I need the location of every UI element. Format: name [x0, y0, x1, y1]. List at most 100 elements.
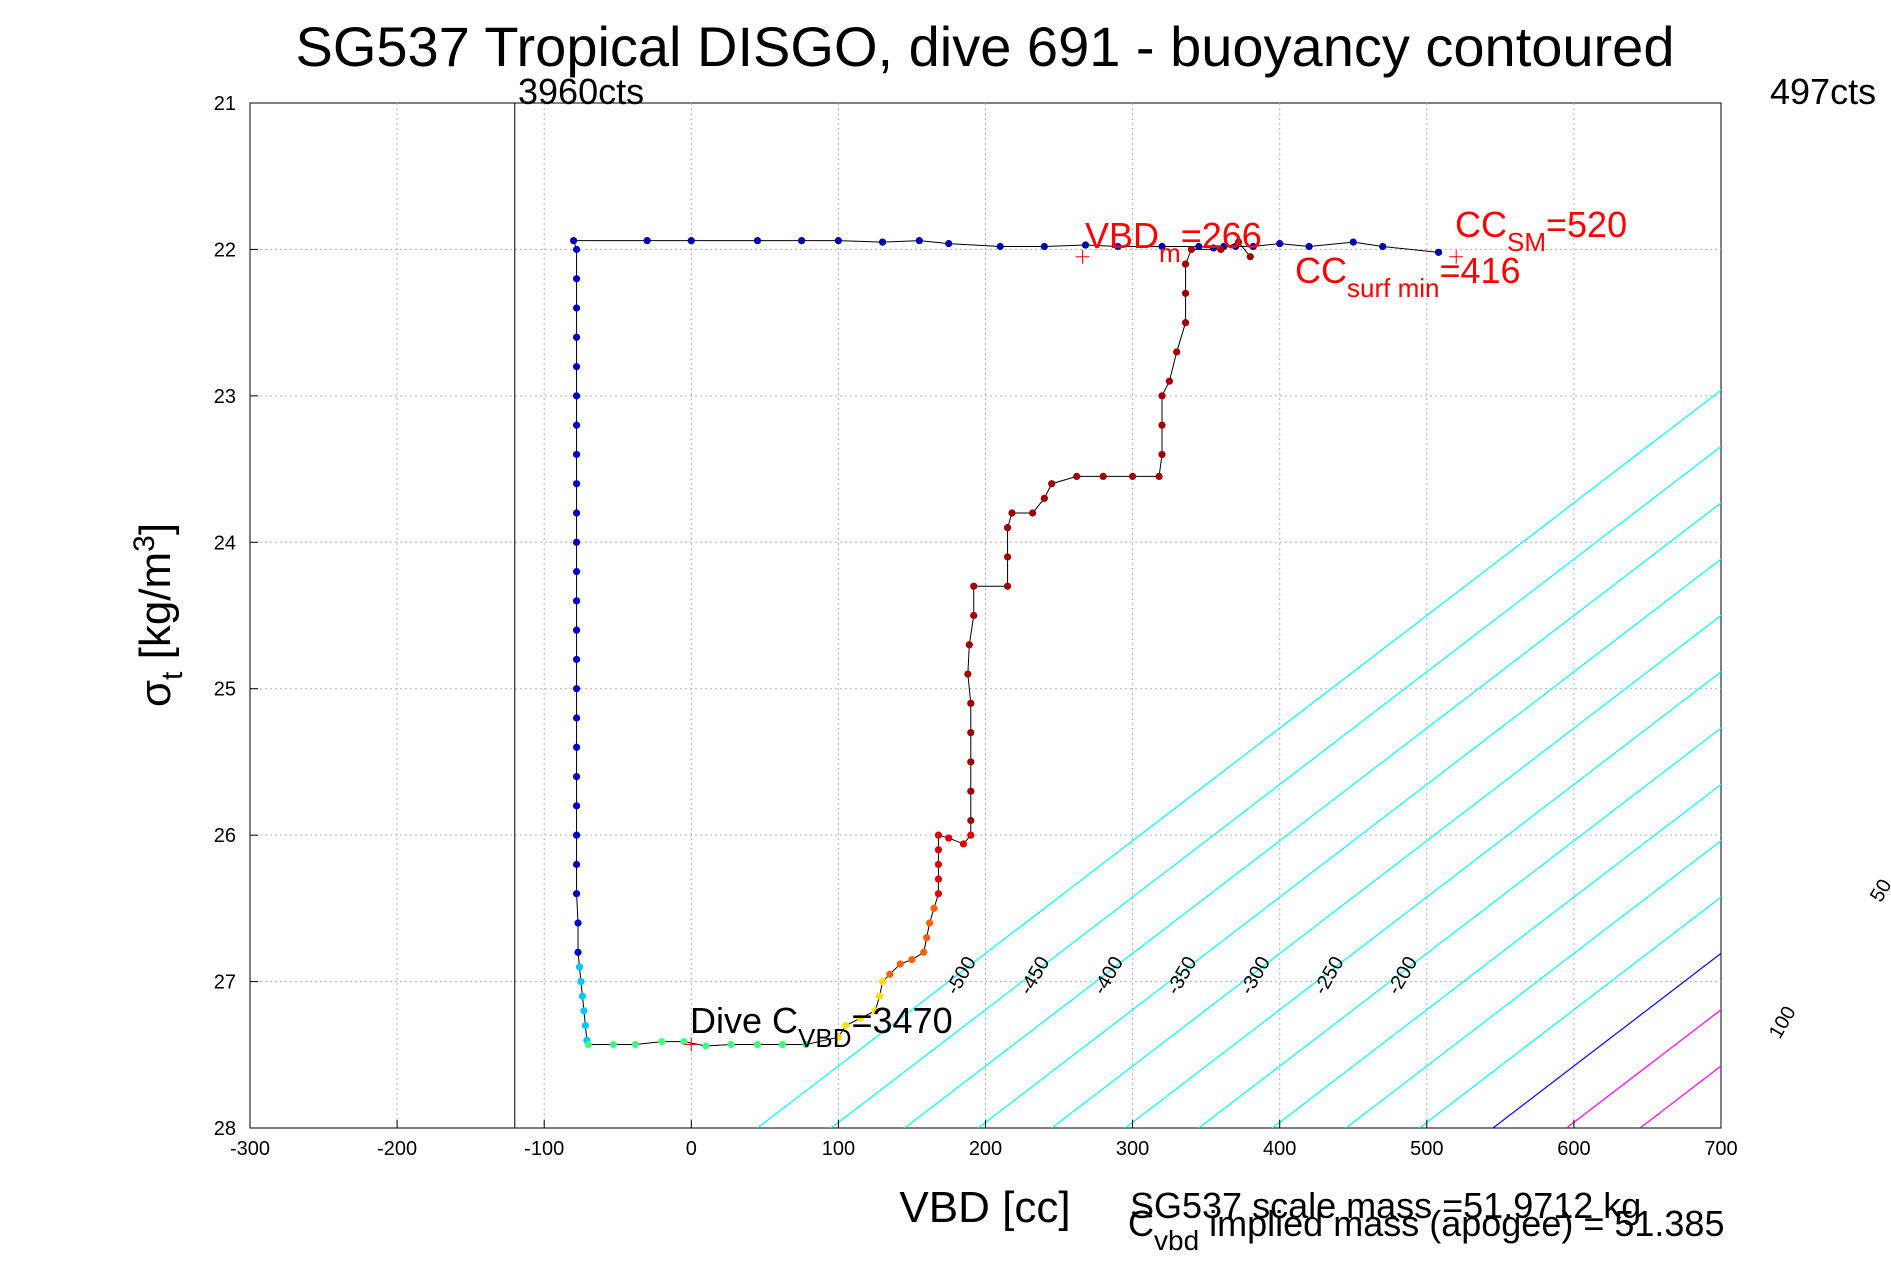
data-point: [680, 1038, 688, 1046]
x-axis-label: VBD [cc]: [899, 1183, 1070, 1232]
data-point: [871, 1007, 879, 1015]
data-point: [1276, 239, 1284, 248]
data-point: [702, 1042, 710, 1050]
data-point: [967, 729, 975, 737]
data-point: [1195, 242, 1203, 251]
data-point: [934, 890, 943, 898]
grid-lines: [250, 103, 1721, 1128]
data-point: [967, 787, 975, 795]
data-point: [1217, 245, 1225, 254]
data-point: [572, 597, 581, 605]
ccsm-annotation: CCSM=520: [1455, 204, 1627, 257]
contour-line: [1419, 896, 1721, 1128]
data-point: [967, 699, 975, 707]
data-point: [1165, 377, 1173, 385]
data-point: [1305, 242, 1313, 251]
data-point: [964, 670, 972, 678]
x-tick-label: 400: [1263, 1138, 1296, 1160]
data-point: [1181, 289, 1190, 297]
data-point: [572, 538, 581, 546]
data-point: [934, 875, 943, 883]
data-point: [896, 960, 904, 968]
x-tick-labels: -300 -200 -100 0 100 200 300 400 500 600 700: [230, 1120, 1738, 1160]
data-point: [923, 934, 931, 942]
data-point: [1003, 524, 1012, 532]
ccsurf-annotation: CCsurf min=416: [1295, 250, 1521, 303]
contour-line: [830, 445, 1721, 1128]
data-point: [965, 641, 973, 649]
data-point: [1158, 421, 1166, 429]
x-tick-label: 100: [822, 1138, 855, 1160]
data-point: [930, 904, 938, 912]
data-point: [753, 1040, 762, 1049]
data-point: [1040, 242, 1048, 251]
data-point: [1003, 582, 1012, 590]
y-tick-label: 25: [214, 679, 236, 701]
data-point: [1181, 260, 1190, 268]
chart-title: SG537 Tropical DISGO, dive 691 - buoyanc…: [296, 15, 1675, 78]
data-point: [920, 948, 928, 956]
data-points: [570, 237, 1443, 1050]
y-tick-label: 21: [214, 93, 236, 115]
data-point: [643, 237, 651, 245]
data-point: [1158, 242, 1166, 251]
data-point: [842, 1021, 850, 1030]
contour-line: [1345, 840, 1721, 1128]
reference-markers: [684, 249, 1464, 1052]
data-point: [574, 948, 582, 956]
data-point: [575, 963, 584, 971]
data-point: [908, 956, 916, 964]
y-tick-label: 28: [214, 1118, 236, 1140]
data-point: [572, 714, 581, 722]
x-tick-label: 0: [686, 1138, 697, 1160]
data-point: [967, 758, 975, 766]
data-point: [572, 304, 581, 312]
data-point: [1158, 450, 1166, 459]
data-point: [572, 509, 581, 517]
data-point: [1114, 242, 1122, 251]
y-tick-label: 26: [214, 825, 236, 847]
data-point: [572, 275, 581, 283]
contour-line: [757, 389, 1721, 1128]
data-point: [1155, 472, 1163, 480]
data-point: [1099, 472, 1107, 480]
x-tick-label: 300: [1116, 1138, 1149, 1160]
data-point: [926, 919, 934, 927]
data-point: [581, 1021, 589, 1030]
data-point: [574, 919, 582, 927]
data-point: [1129, 472, 1137, 480]
data-point: [1234, 238, 1243, 246]
data-point: [580, 1007, 588, 1015]
data-point: [1434, 248, 1443, 256]
data-point: [572, 743, 581, 751]
data-point: [945, 239, 953, 248]
data-point: [1379, 242, 1387, 251]
data-point: [572, 772, 581, 781]
data-point: [753, 237, 762, 245]
data-point: [572, 421, 581, 429]
data-point: [570, 237, 578, 245]
x-tick-label: 700: [1704, 1138, 1737, 1160]
data-point: [572, 626, 581, 634]
data-point: [967, 816, 975, 825]
data-point: [572, 333, 581, 341]
data-point: [572, 392, 581, 400]
data-point: [934, 846, 943, 854]
data-point: [572, 831, 581, 839]
data-point: [970, 582, 978, 590]
buoyancy-contours: [757, 389, 1721, 1128]
x-tick-label: -100: [524, 1138, 564, 1160]
contour-line: [1051, 614, 1721, 1128]
data-point: [572, 362, 581, 371]
data-point: [584, 1040, 592, 1049]
y-axis-label: σt [kg/m3]: [128, 523, 189, 707]
contour-line: [977, 558, 1721, 1128]
contour-label: 50: [1866, 876, 1891, 906]
vline-left-label: 3960cts: [518, 71, 644, 112]
x-tick-label: 600: [1557, 1138, 1590, 1160]
data-point: [1003, 553, 1012, 561]
data-point: [886, 970, 894, 978]
data-point: [798, 237, 806, 245]
data-point: [572, 655, 581, 664]
y-tick-labels: 21 22 23 24 25 26 27 28: [214, 93, 258, 1140]
